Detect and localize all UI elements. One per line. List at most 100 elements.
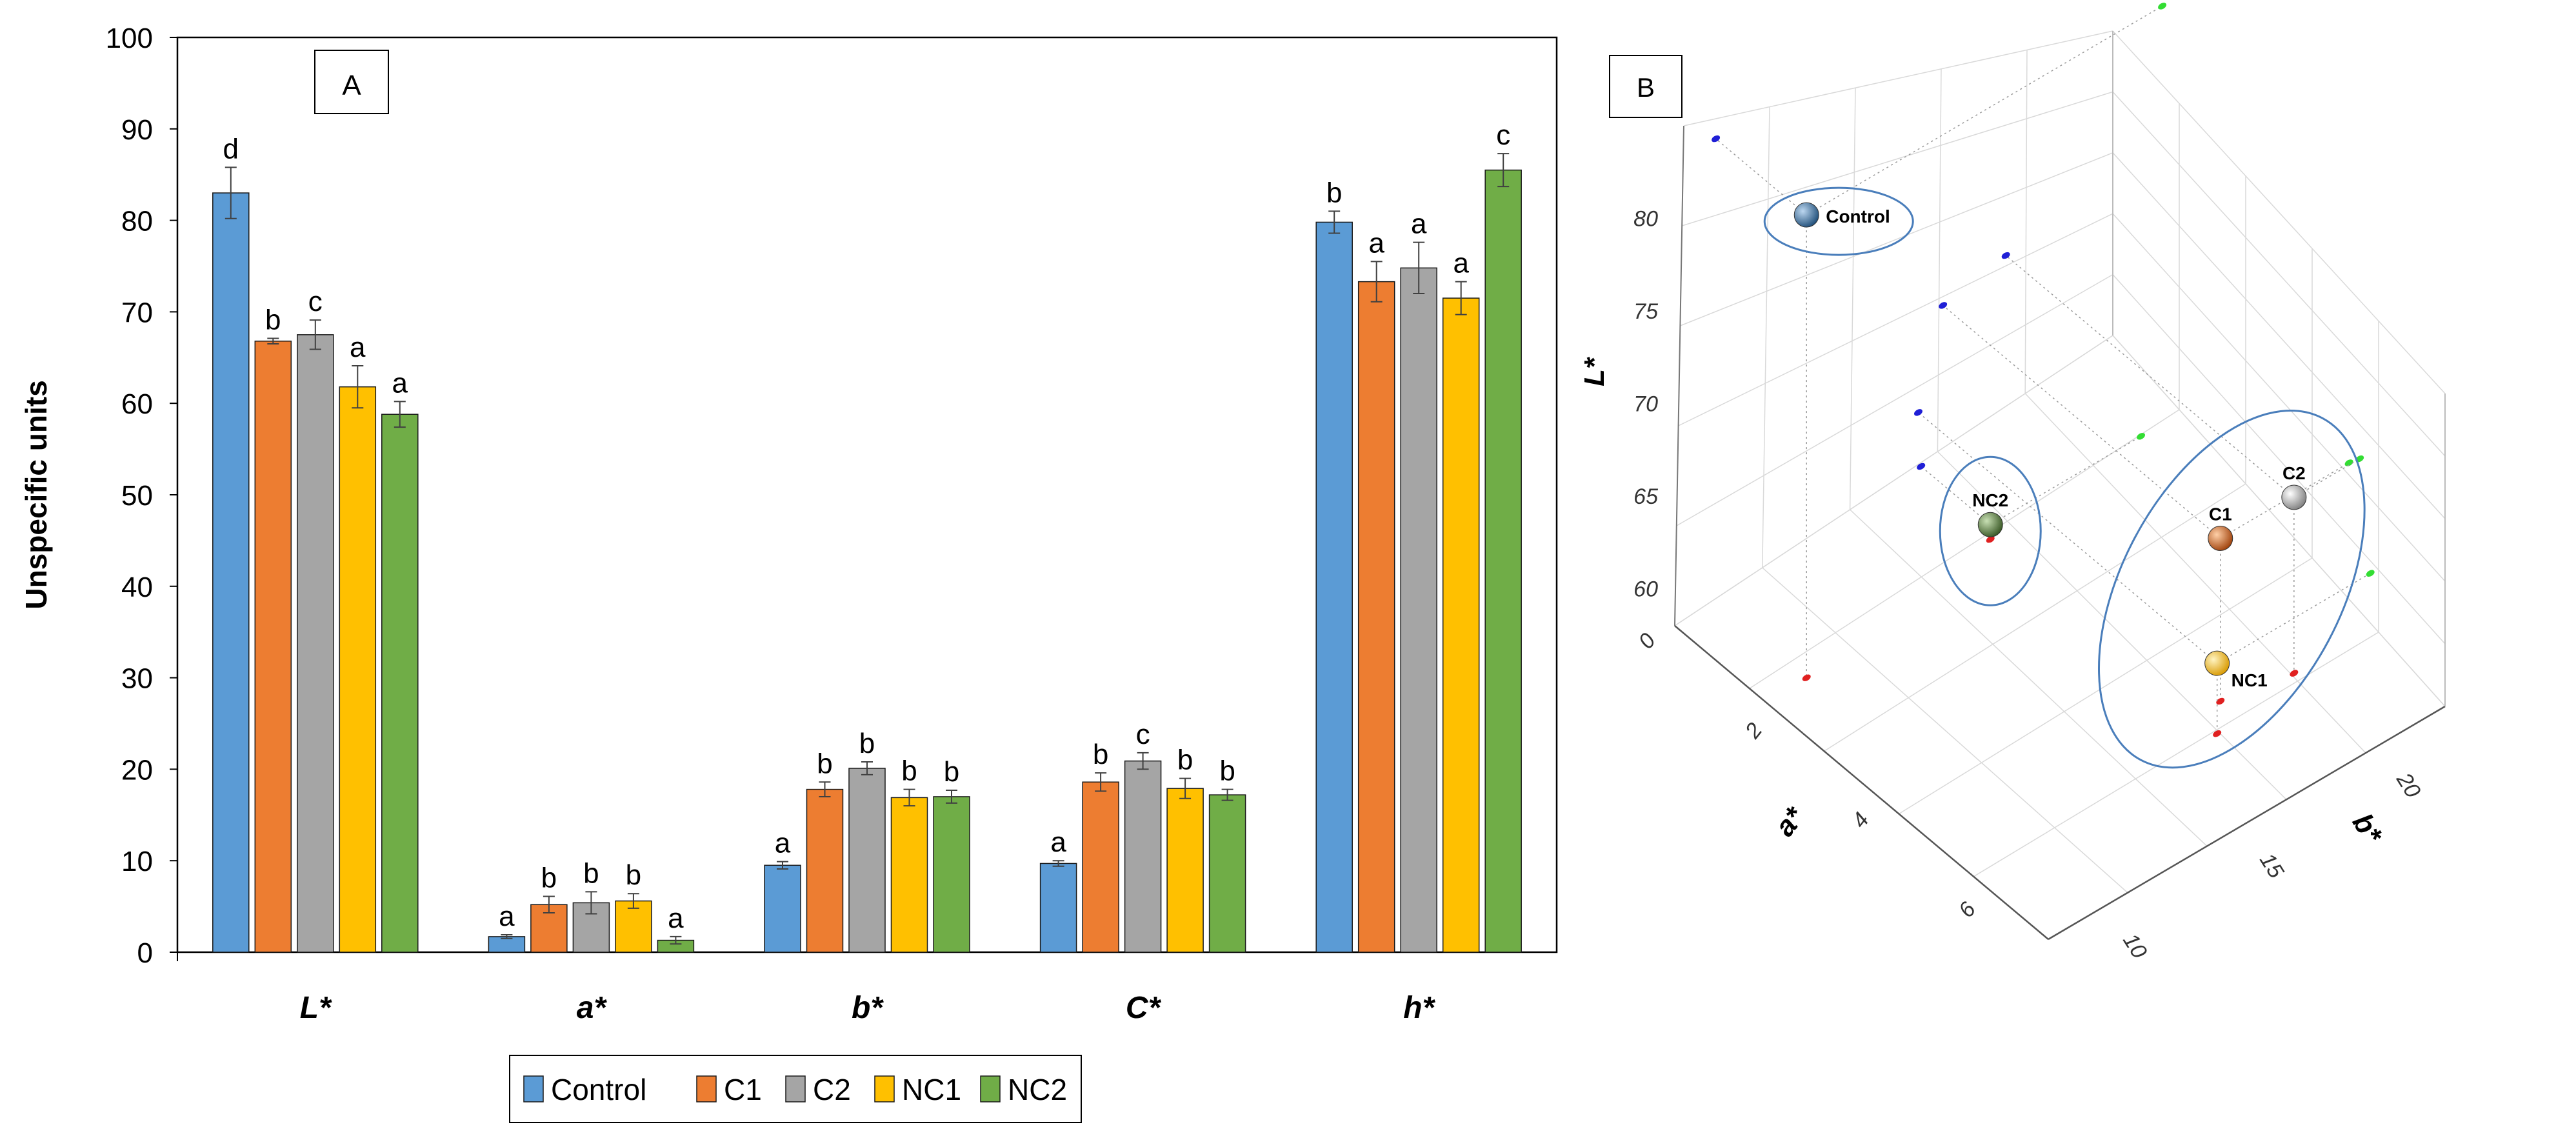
projection-guide [2005,255,2295,498]
x-category-label: L* [300,991,332,1025]
right-wall-grid-line [2112,335,2446,707]
bar-c2-4 [1400,267,1437,953]
left-wall-grid-line [1937,68,1942,452]
floor-grid-line [1824,483,2246,752]
point-label-control: Control [1826,206,1890,226]
legend-label-nc2: NC2 [1008,1073,1067,1106]
y-tick-label: 60 [121,388,153,420]
legend-label-c2: C2 [813,1073,851,1106]
group-ellipse [1763,186,1914,256]
bar-c1-3 [1082,781,1119,953]
group-ellipse [1939,455,2042,606]
floor-grid-line [1973,632,2379,877]
left-wall-grid-line [2024,50,2028,394]
x-tick-label: 4 [1847,808,1874,832]
bar-nc1-0 [339,386,377,953]
significance-letter: b [583,857,599,889]
y-axis-label: b* [2346,808,2389,850]
projection-guide [1806,5,2162,215]
x-axis-label: a* [1769,801,1811,842]
bar-nc2-4 [1484,169,1522,953]
legend-swatch-nc1 [874,1075,895,1102]
z-tick-label: 65 [1633,484,1658,509]
bar-c1-2 [806,788,844,953]
point-c2 [2281,484,2307,510]
x-axis-categories: L* a* b* C* h* [300,991,1436,1025]
projection-floor [2216,697,2225,705]
x-category-label: h* [1403,991,1435,1025]
bar-nc2-2 [933,796,970,953]
bar-c2-3 [1124,760,1162,953]
floor-grid-line [1937,451,2287,800]
x-category-label: a* [577,991,608,1025]
significance-letter: d [223,133,239,165]
significance-letter: b [1093,739,1108,770]
projection-left-wall [1917,463,1926,470]
floor-grid-line [1749,409,2180,689]
y-axis-ticks: 0 10 20 30 40 50 60 70 80 90 100 [106,23,177,969]
point-c1 [2208,525,2233,551]
y-tick-label: 20 [121,754,153,786]
y-tick-label: 15 [2255,849,2288,883]
y-tick-label: 10 [2118,929,2152,962]
3d-grid [1674,30,2446,941]
significance-letter: a [499,901,515,932]
left-wall-grid-line [1762,106,1770,568]
bar-control-4 [1315,221,1353,953]
z-tick-label: 60 [1633,577,1658,602]
panel-b-label-box [1609,55,1682,118]
significance-letter: b [944,756,959,788]
projection-guide [1942,304,2221,539]
group-ellipses [1763,186,2366,769]
floor-grid-line [2024,393,2366,753]
y-tick-label: 20 [2391,768,2426,802]
z-tick-label: 75 [1633,299,1658,324]
significance-letter: c [1496,119,1510,151]
x-tick-label: 6 [1954,897,1981,922]
bar-control-2 [764,864,801,953]
point-label-nc2: NC2 [1972,490,2008,510]
point-nc1 [2204,650,2230,676]
x-category-label: C* [1126,991,1162,1025]
bar-control-3 [1039,863,1077,953]
significance-letter: a [392,367,408,399]
projection-right-wall [2366,570,2375,577]
3d-points: Control C1 C2 NC1 NC2 [1793,202,2307,690]
projection-guide [1715,138,1807,215]
significance-letter: b [817,748,832,779]
z-tick-label: 80 [1633,207,1658,232]
y-tick-label: 50 [121,480,153,512]
left-wall-grid-line [1849,88,1856,510]
point-control [1793,202,1819,228]
panel-b-label: B [1637,72,1655,103]
significance-letter: c [1136,719,1150,750]
projection-right-wall [2158,3,2167,10]
y-tick-label: 70 [121,297,153,328]
left-wall-grid-line [1681,91,2113,226]
significance-letter: b [1177,744,1193,776]
projection-left-wall [1712,135,1721,143]
panel-b-3d-scatter: 60 65 70 75 80 L* 0 2 4 6 a* 10 15 20b* Control C1 C2 NC… [1579,3,2446,963]
significance-letter: c [308,286,323,317]
y-tick-label: 40 [121,572,153,603]
right-wall-grid-line [2112,91,2446,457]
left-wall-grid-line [1676,274,2113,526]
legend-swatch-c2 [785,1075,806,1102]
projection-left-wall [2001,252,2010,259]
projection-right-wall [2344,459,2353,466]
y-tick-label: 10 [121,846,153,877]
significance-letter: a [1411,208,1427,240]
left-wall-grid-line [1683,30,2113,126]
legend: Control C1 C2 NC1 NC2 [509,1055,1082,1123]
point-label-c1: C1 [2209,504,2232,524]
significance-letter: a [350,332,366,363]
floor-grid-line [1899,557,2313,815]
right-wall-grid-line [2112,274,2446,644]
point-nc2 [1977,512,2003,537]
3d-axis-ticks: 60 65 70 75 80 L* 0 2 4 6 a* 10 15 20b* [1579,207,2425,963]
significance-letter: b [626,859,641,891]
point-label-nc1: NC1 [2232,670,2268,690]
floor-grid-line [1850,509,2208,847]
